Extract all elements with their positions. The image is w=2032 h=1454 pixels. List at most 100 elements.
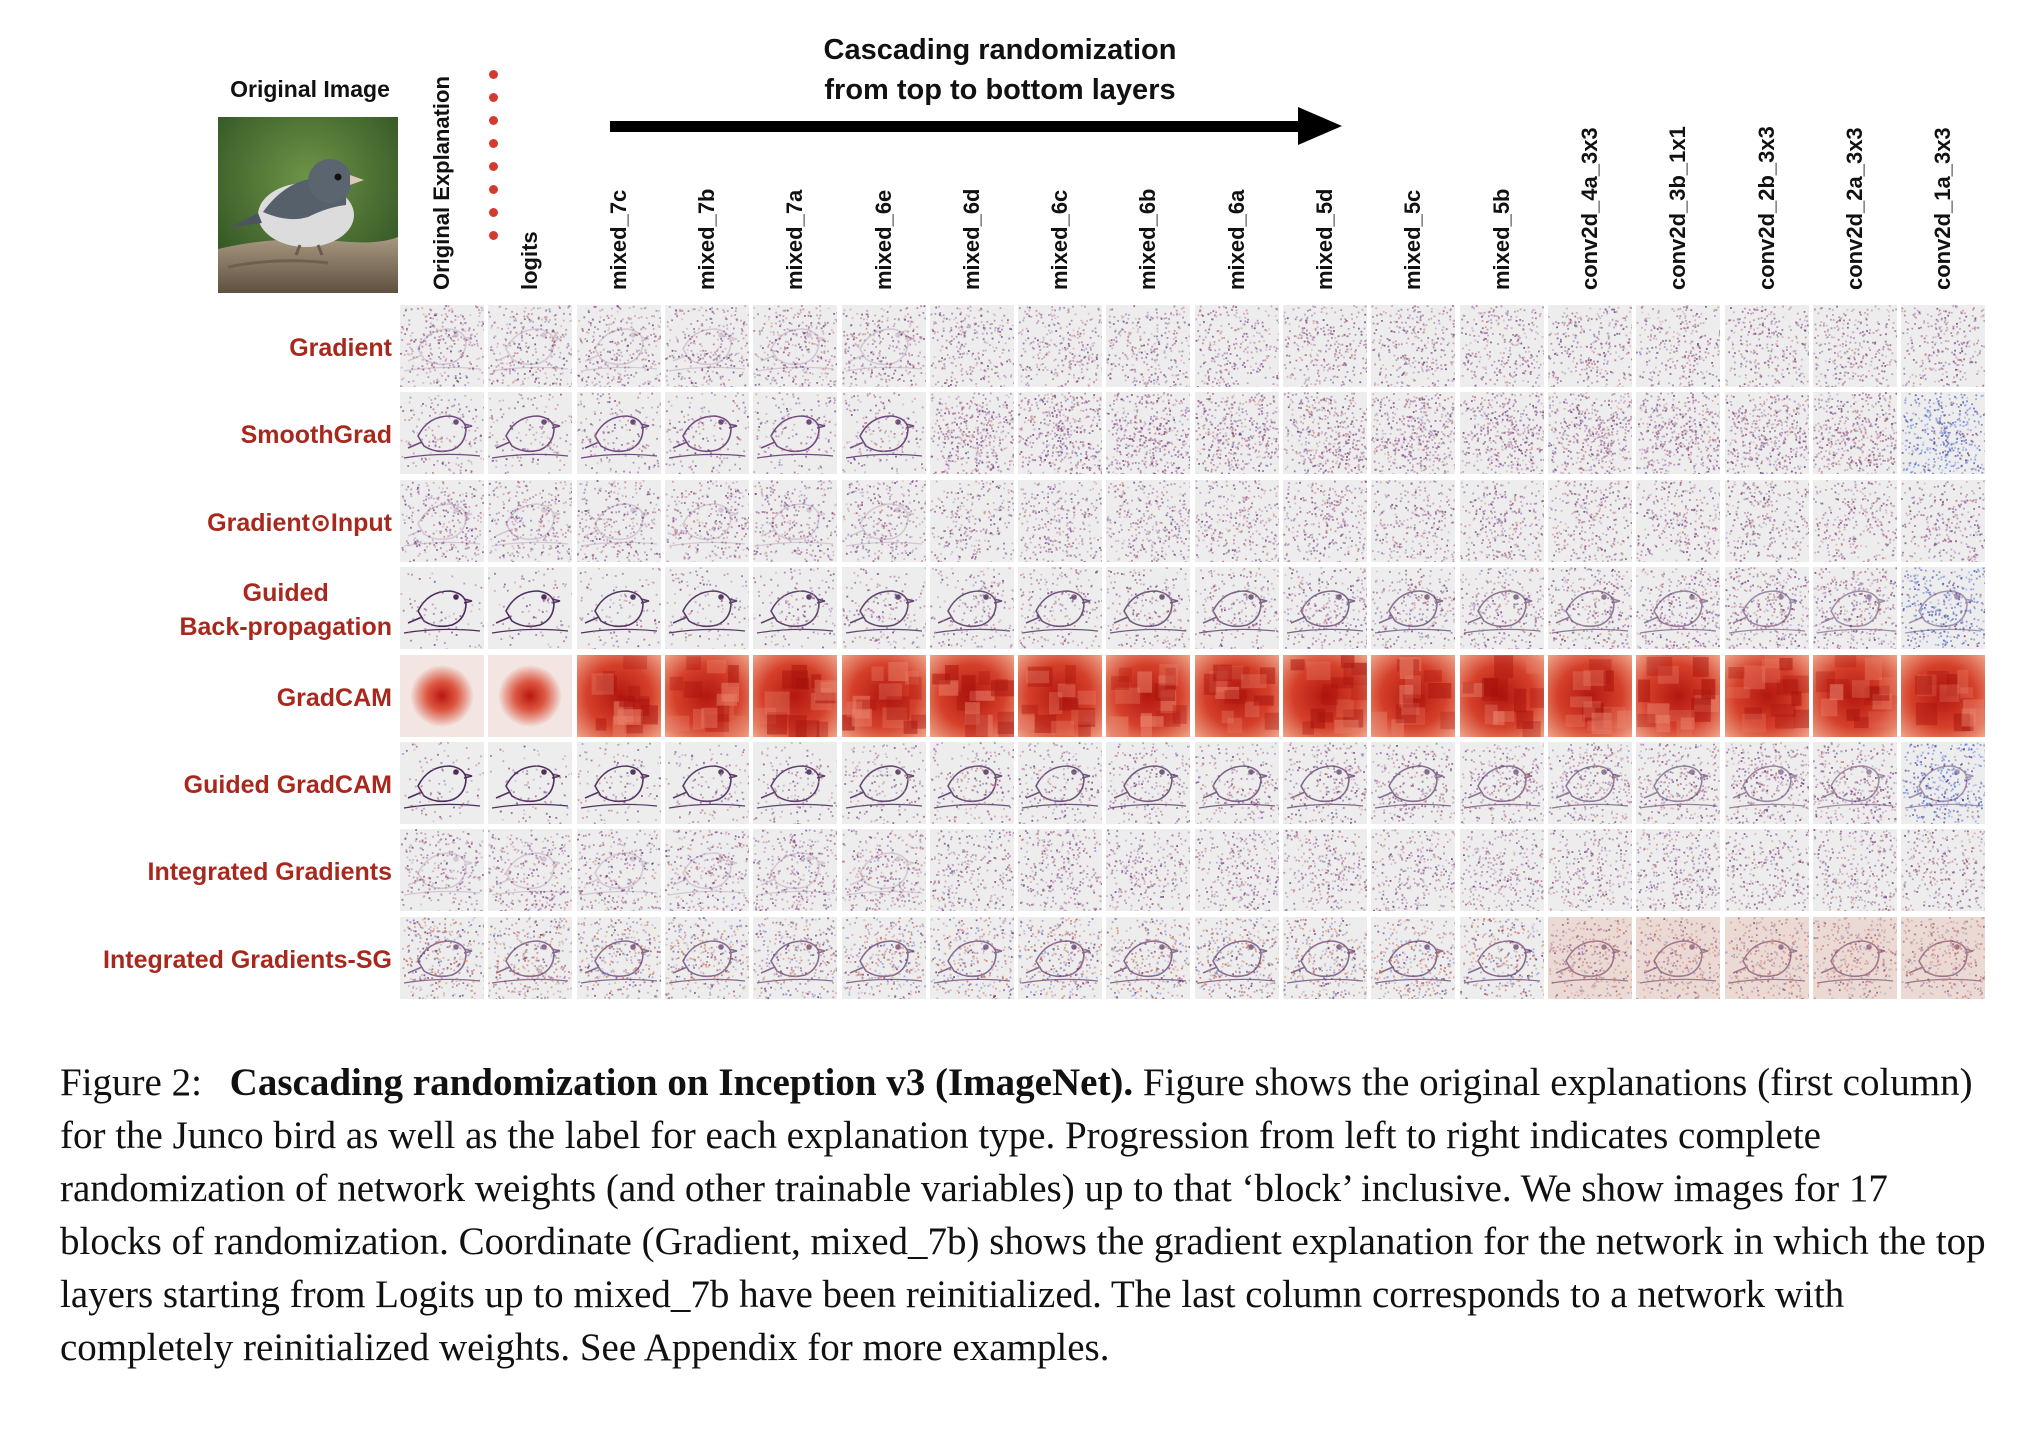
explanation-thumbnail (1459, 916, 1544, 999)
ellipsis-dot (489, 70, 498, 79)
explanation-thumbnail (1547, 479, 1632, 562)
explanation-thumbnail (1901, 742, 1986, 824)
figure-number: Figure 2: (60, 1061, 202, 1104)
explanation-thumbnail (1371, 916, 1456, 999)
explanation-thumbnail (488, 829, 573, 912)
explanation-thumbnail (1547, 742, 1632, 824)
explanation-thumbnail (1724, 829, 1809, 912)
explanation-thumbnail (753, 479, 838, 562)
explanation-thumbnail (488, 654, 573, 737)
explanation-thumbnail (1018, 654, 1103, 737)
explanation-thumbnail (1371, 829, 1456, 912)
arrow-title: Cascading randomization from top to bott… (720, 30, 1280, 110)
explanation-thumbnail (1724, 916, 1809, 999)
explanation-thumbnail (1901, 654, 1986, 737)
row-label-line: GradCAM (277, 681, 392, 715)
explanation-thumbnail (1636, 654, 1721, 737)
column-label-text: mixed_6d (959, 189, 984, 291)
explanation-thumbnail (664, 742, 749, 824)
row-label-line: Back-propagation (179, 610, 392, 644)
column-label-text: mixed_6e (871, 190, 896, 290)
explanation-thumbnail (576, 829, 661, 912)
explanation-thumbnail (1018, 479, 1103, 562)
explanation-thumbnail (1194, 479, 1279, 562)
explanation-thumbnail (753, 742, 838, 824)
explanation-thumbnail (488, 567, 573, 650)
explanation-thumbnail (929, 916, 1014, 999)
explanation-thumbnail (1283, 654, 1367, 737)
explanation-thumbnail (753, 916, 838, 999)
explanation-thumbnail (841, 392, 926, 475)
explanation-thumbnail (1724, 654, 1809, 737)
explanation-thumbnail (576, 654, 661, 737)
explanation-thumbnail (1636, 829, 1721, 912)
caption-body: Figure shows the original explanations (… (60, 1061, 1986, 1369)
row-label-line: Guided GradCAM (184, 768, 392, 802)
column-label-text: mixed_6a (1224, 190, 1249, 290)
column-label-text: mixed_6c (1047, 190, 1072, 290)
explanation-thumbnail (753, 567, 838, 650)
explanation-thumbnail (1371, 654, 1456, 737)
ellipsis-dot (489, 185, 498, 194)
explanation-thumbnail (1194, 829, 1279, 912)
explanation-thumbnail (1901, 305, 1986, 387)
explanation-thumbnail (1283, 829, 1367, 912)
row-label: Integrated Gradients-SG (103, 943, 392, 977)
explanation-thumbnail (664, 916, 749, 999)
explanation-thumbnail (1459, 742, 1544, 824)
explanation-thumbnail (841, 916, 926, 999)
row-label: Integrated Gradients (148, 855, 393, 889)
explanation-thumbnail (929, 654, 1014, 737)
explanation-thumbnail (841, 567, 926, 650)
explanation-thumbnail (1371, 392, 1456, 475)
explanation-thumbnail (841, 479, 926, 562)
explanation-thumbnail (1812, 654, 1897, 737)
explanation-thumbnail (1901, 392, 1986, 475)
explanation-thumbnail (1018, 305, 1103, 387)
explanation-thumbnail (841, 654, 926, 737)
column-label-text: Original Explanation (429, 76, 454, 290)
explanation-thumbnail (1106, 829, 1191, 912)
explanation-thumbnail (1636, 392, 1721, 475)
explanation-thumbnail (1106, 654, 1191, 737)
column-label-text: mixed_5b (1489, 189, 1514, 291)
explanation-thumbnail (1106, 305, 1191, 387)
explanation-thumbnail (753, 305, 838, 387)
explanation-thumbnail (1459, 392, 1544, 475)
explanation-thumbnail (1547, 567, 1632, 650)
explanation-thumbnail (400, 567, 484, 650)
row-label-line: Gradient⊙Input (207, 506, 392, 540)
column-label-text: conv2d_1a_3x3 (1930, 127, 1955, 290)
explanation-thumbnail (1018, 567, 1103, 650)
explanation-thumbnail (1547, 916, 1632, 999)
explanation-thumbnail (929, 392, 1014, 475)
row-label-line: Integrated Gradients-SG (103, 943, 392, 977)
explanation-thumbnail (1724, 305, 1809, 387)
column-label-text: conv2d_2b_3x3 (1754, 126, 1779, 290)
explanation-thumbnail (1018, 916, 1103, 999)
explanation-thumbnail (1547, 305, 1632, 387)
explanation-thumbnail (664, 567, 749, 650)
ellipsis-dot (489, 231, 498, 240)
explanation-thumbnail (1724, 392, 1809, 475)
explanation-thumbnail (929, 742, 1014, 824)
ellipsis-dot (489, 116, 498, 125)
explanation-thumbnail (1812, 305, 1897, 387)
explanation-thumbnail (1106, 392, 1191, 475)
explanation-thumbnail (1018, 392, 1103, 475)
explanation-thumbnail (753, 829, 838, 912)
column-label-text: conv2d_3b_1x1 (1665, 126, 1690, 290)
explanation-thumbnail (576, 916, 661, 999)
explanation-thumbnail (1812, 479, 1897, 562)
explanation-thumbnail (841, 829, 926, 912)
row-label: SmoothGrad (241, 418, 392, 452)
explanation-thumbnail (400, 654, 484, 737)
column-label-text: logits (517, 231, 542, 290)
row-label: Guided GradCAM (184, 768, 392, 802)
explanation-thumbnail (1283, 305, 1367, 387)
explanation-thumbnail (753, 392, 838, 475)
explanation-thumbnail (1812, 392, 1897, 475)
explanation-thumbnail (1636, 742, 1721, 824)
explanation-thumbnail (1283, 742, 1367, 824)
ellipsis-dot (489, 93, 498, 102)
